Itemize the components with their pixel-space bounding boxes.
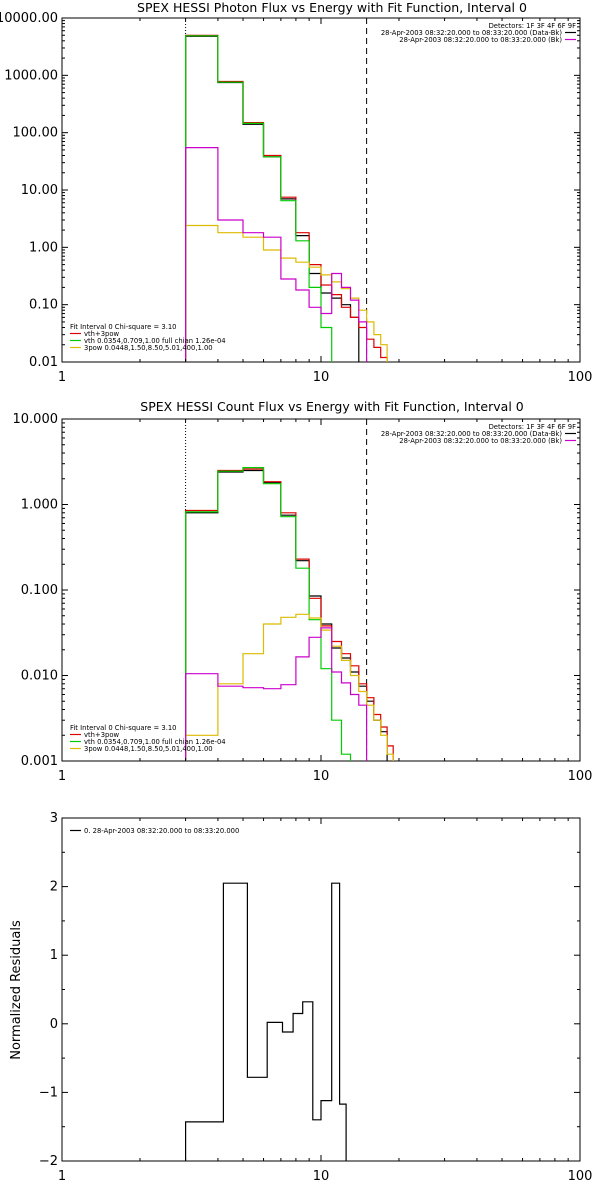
residuals-y-axis-label: Normalized Residuals: [9, 920, 24, 1060]
x-tick-label: 10: [313, 1169, 330, 1184]
fit-legend-heading: Fit Interval 0 Chi-square = 3.10: [70, 323, 177, 331]
x-tick-label: 1: [58, 1169, 66, 1184]
y-tick-label: 10.000: [13, 412, 59, 427]
legend-entry-label: vth+3pow: [84, 330, 119, 338]
y-tick-label: 10.00: [21, 183, 58, 198]
series-data-bk: [185, 469, 388, 761]
y-tick-label: 0.010: [21, 669, 58, 684]
y-tick-label: 100.00: [13, 126, 59, 141]
count-flux-legend-bottom: Fit Interval 0 Chi-square = 3.10vth+3pow…: [70, 724, 226, 753]
residuals-legend-top: 0. 28-Apr-2003 08:32:20.000 to 08:33:20.…: [70, 827, 239, 835]
y-tick-label: 2: [50, 880, 58, 895]
photon-flux-panel: SPEX HESSI Photon Flux vs Energy with Fi…: [0, 0, 592, 385]
x-tick-label: 100: [568, 769, 593, 784]
count-flux-plot-frame: [61, 418, 581, 762]
photon-flux-title: SPEX HESSI Photon Flux vs Energy with Fi…: [137, 0, 527, 15]
legend-entry-label: 0. 28-Apr-2003 08:32:20.000 to 08:33:20.…: [84, 827, 239, 835]
x-tick-label: 10: [313, 769, 330, 784]
series-bk: [185, 147, 368, 362]
residuals-panel: Normalized Residuals −2 −1 0 1 2 3 1 10 100 0. 2…: [9, 811, 592, 1184]
photon-flux-axes: 0.01 0.10 1.00 10.00 100.00 1000.00 10000.00 1 1…: [0, 11, 592, 385]
y-tick-label: 0: [50, 1017, 58, 1032]
photon-flux-legend-bottom: Fit Interval 0 Chi-square = 3.10vth+3pow…: [70, 323, 226, 352]
fit-legend-heading: Fit Interval 0 Chi-square = 3.10: [70, 724, 177, 732]
y-tick-label: 0.01: [29, 355, 58, 370]
series-bk: [185, 627, 368, 761]
residuals-marks: [185, 882, 347, 1161]
series-vth: [185, 35, 333, 362]
y-tick-label: 1: [50, 948, 58, 963]
series-3pow: [185, 224, 388, 362]
residuals-axes: −2 −1 0 1 2 3 1 10 100: [39, 811, 593, 1184]
legend-entry-label: 28-Apr-2003 08:32:20.000 to 08:33:20.000…: [399, 437, 562, 445]
legend-entry-label: 3pow 0.0448,1.50,8.50,5.01,400,1.00: [84, 745, 213, 753]
legend-entry-label: 3pow 0.0448,1.50,8.50,5.01,400,1.00: [84, 344, 213, 352]
count-flux-title: SPEX HESSI Count Flux vs Energy with Fit…: [140, 399, 523, 414]
x-tick-label: 10: [313, 370, 330, 385]
y-tick-label: 1.000: [21, 498, 58, 513]
legend-entry-label: 28-Apr-2003 08:32:20.000 to 08:33:20.000…: [381, 29, 563, 37]
legend-entry-label: vth 0.0354,0.709,1.00 full chian 1.26e-0…: [84, 337, 226, 345]
legend-heading: Detectors: 1F 3F 4F 6F 9F: [489, 423, 577, 431]
x-tick-label: 100: [568, 1169, 593, 1184]
y-tick-label: 10000.00: [0, 11, 58, 26]
series-data-bk: [185, 35, 360, 362]
legend-entry-label: 28-Apr-2003 08:32:20.000 to 08:33:20.000…: [381, 430, 563, 438]
count-flux-panel: SPEX HESSI Count Flux vs Energy with Fit…: [13, 399, 593, 784]
series-vth: [185, 467, 352, 761]
legend-entry-label: vth 0.0354,0.709,1.00 full chian 1.26e-0…: [84, 738, 226, 746]
y-tick-label: 1.00: [29, 240, 58, 255]
y-tick-label: −1: [39, 1085, 58, 1100]
legend-entry-label: 28-Apr-2003 08:32:20.000 to 08:33:20.000…: [399, 36, 562, 44]
y-tick-label: 3: [50, 811, 58, 826]
x-tick-label: 1: [58, 370, 66, 385]
legend-entry-label: vth+3pow: [84, 731, 119, 739]
count-flux-axes: 0.001 0.010 0.100 1.000 10.000 1 10 100: [13, 412, 593, 784]
x-tick-label: 1: [58, 769, 66, 784]
count-flux-marks: [185, 419, 394, 761]
y-tick-label: −2: [39, 1154, 58, 1169]
photon-flux-marks: [185, 18, 388, 362]
y-tick-label: 1000.00: [4, 68, 58, 83]
y-tick-label: 0.10: [29, 298, 58, 313]
series-0-28-apr-2003-08-32-20-000-to-08-33-20-000: [185, 882, 347, 1161]
y-tick-label: 0.100: [21, 583, 58, 598]
x-tick-label: 100: [568, 370, 593, 385]
y-tick-label: 0.001: [21, 754, 58, 769]
legend-heading: Detectors: 1F 3F 4F 6F 9F: [489, 22, 577, 30]
